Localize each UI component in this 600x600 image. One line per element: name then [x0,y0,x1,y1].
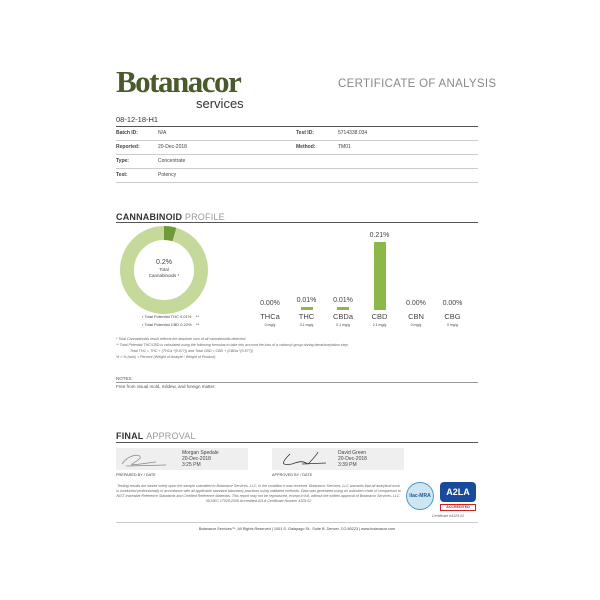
divider [116,154,478,155]
cannabinoid-name: CBDa [332,312,353,321]
prepared-time: 3:25 PM [182,462,201,468]
divider [116,126,478,127]
field-label: Type: [116,158,129,164]
field-label: Test: [116,172,128,178]
approved-time: 3:39 PM [338,462,357,468]
notes-text: Free from visual mold, mildew, and forei… [116,384,216,389]
cannabinoid-profile-heading: CANNABINOID PROFILE [116,212,225,222]
field-value: 5714338.034 [338,130,368,136]
field-value: Concentrate [158,158,186,164]
legend-label: Total Potential THC [144,314,179,319]
divider [116,182,478,183]
field-value: 20-Dec-2018 [158,144,187,150]
legend-value: 0.01% [179,314,192,319]
bar-percent: 0.21% [369,232,390,239]
prepared-signature-box: Morgan Spedale 20-Dec-2018 3:25 PM [116,448,248,470]
signature-icon [121,454,167,467]
cannabinoid-name: THCa [260,312,280,321]
botanacor-logo: Botanacor [116,64,242,99]
approver-name: David Green [338,450,367,456]
legend-label: Total Potential CBD [144,322,180,327]
donut-value: 0.2% [156,259,172,266]
divider [116,140,478,141]
field-value: Potency [158,172,177,178]
cannabinoid-name: CBD [371,312,388,321]
logo-subtitle: services [196,96,244,111]
donut-legend: • Total Potential THC 0.01% ** • Total P… [142,313,199,329]
preparer-name: Morgan Spedale [182,450,219,456]
approved-caption: APPROVED BY / DATE [272,473,313,477]
cannabinoid-name: CBN [408,312,424,321]
disclaimer: Testing results are based solely upon th… [116,484,401,503]
footnote: ** Total Potential THC/CBD is calculated… [116,343,349,347]
signature-icon [283,451,327,465]
donut-label: Total [159,267,169,272]
prepared-info: Morgan Spedale 20-Dec-2018 3:25 PM [182,450,219,468]
field-label: Batch ID: [116,130,138,136]
donut-label: Cannabinoids * [148,272,180,278]
cannabinoid-mg: 0 mg/g [264,323,276,327]
accredited-badge: ACCREDITED [440,504,476,511]
bar-percent: 0.00% [442,300,463,307]
sample-id: 08-12-18-H1 [116,115,159,124]
footnotes: * Total Cannabinoids result reflects the… [116,336,349,360]
cannabinoid-mg: 0.1 mg/g [299,323,314,327]
bar-percent: 0.00% [260,300,280,307]
prepared-date: 20-Dec-2018 [182,456,211,462]
document-title: CERTIFICATE OF ANALYSIS [338,78,497,90]
bar-thc [300,306,313,310]
divider [116,382,478,383]
cannabinoid-mg: 0.1 mg/g [336,323,350,327]
legend-cbd: • Total Potential CBD 0.22% ** [142,322,200,327]
field-label: Test ID: [296,130,314,136]
divider [116,168,478,169]
divider [116,522,478,523]
legend-value: 0.22% [180,322,192,327]
approved-info: David Green 20-Dec-2018 3:39 PM [338,450,367,468]
bar-percent: 0.01% [296,296,317,304]
bar-percent: 0.00% [406,300,426,307]
field-value: N/A [158,130,167,136]
cannabinoid-name: CBG [444,312,461,321]
donut-thc-slice [163,226,177,242]
total-cannabinoids-donut [120,226,208,314]
heading-bold: FINAL [116,431,144,441]
footnote: * Total Cannabinoids result reflects the… [116,337,247,341]
footnote: % = % (w/w) = Percent (Weight of Analyte… [116,355,216,359]
ilac-mra-logo: ilac-MRA [406,482,434,510]
approved-signature-box: David Green 20-Dec-2018 3:39 PM [272,448,404,470]
cannabinoid-mg: 2.1 mg/g [372,323,387,327]
legend-mark: ** [195,314,199,319]
footer: Botanacor Services™, All Rights Reserved… [198,527,396,531]
prepared-caption: PREPARED BY / DATE [116,473,156,477]
cannabinoid-mg: 0 mg/g [410,323,422,327]
certificate-number: Certificate #4329.02 [432,514,465,518]
legend-mark: ** [196,322,200,327]
field-value: TM01 [338,144,351,150]
a2la-logo: A2LA [440,482,476,502]
divider [116,442,478,443]
bar-percent: 0.01% [333,296,353,304]
cannabinoid-mg: 0 mg/g [447,323,458,327]
heading-light: PROFILE [184,212,225,222]
bar-cbda [337,306,349,310]
divider [116,222,478,223]
field-label: Reported: [116,144,140,150]
legend-thc: • Total Potential THC 0.01% ** [142,314,199,319]
heading-bold: CANNABINOID [116,212,183,222]
final-approval-heading: FINAL APPROVAL [116,431,196,441]
heading-light: APPROVAL [146,431,196,441]
bar-cbd [373,242,386,310]
footnote: Total THC = THC + (THCa *(0.877)) and To… [130,349,253,353]
cannabinoid-name: THC [298,312,315,321]
approved-date: 20-Dec-2018 [338,456,367,462]
notes-label: NOTES: [116,376,133,381]
field-label: Method: [296,144,316,150]
